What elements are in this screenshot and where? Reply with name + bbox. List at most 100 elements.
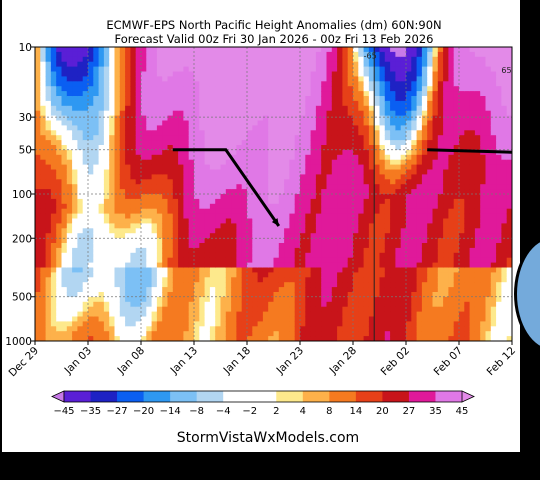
anomaly-cell (406, 213, 412, 220)
anomaly-cell (363, 120, 370, 126)
anomaly-cell (363, 267, 370, 273)
anomaly-cell (262, 316, 269, 322)
anomaly-cell (268, 149, 275, 156)
anomaly-cell (443, 51, 449, 58)
anomaly-cell (204, 81, 211, 87)
anomaly-cell (342, 247, 349, 254)
anomaly-cell (353, 292, 359, 298)
anomaly-cell (310, 331, 317, 337)
anomaly-cell (289, 164, 296, 171)
anomaly-cell (109, 110, 116, 117)
anomaly-cell (300, 194, 306, 200)
anomaly-cell (98, 321, 105, 327)
anomaly-cell (215, 311, 222, 318)
anomaly-cell (141, 257, 147, 264)
anomaly-cell (443, 96, 449, 102)
anomaly-cell (183, 56, 190, 63)
anomaly-cell (273, 61, 280, 68)
anomaly-cell (231, 140, 237, 146)
anomaly-cell (294, 267, 301, 273)
anomaly-cell (77, 223, 84, 229)
anomaly-cell (103, 213, 110, 220)
anomaly-cell (459, 213, 465, 220)
anomaly-cell (162, 326, 169, 332)
anomaly-cell (437, 321, 444, 327)
anomaly-cell (103, 267, 110, 273)
anomaly-cell (146, 213, 153, 220)
anomaly-cell (220, 243, 227, 249)
anomaly-cell (88, 194, 94, 200)
anomaly-cell (252, 159, 259, 166)
anomaly-cell (432, 105, 439, 112)
anomaly-cell (459, 140, 465, 146)
anomaly-cell (411, 203, 418, 210)
anomaly-cell (188, 272, 195, 278)
anomaly-cell (45, 213, 52, 220)
anomaly-cell (464, 277, 471, 283)
anomaly-cell (453, 287, 460, 293)
anomaly-cell (262, 331, 269, 337)
anomaly-cell (326, 145, 333, 151)
anomaly-cell (400, 105, 407, 112)
anomaly-cell (273, 145, 280, 151)
anomaly-cell (321, 145, 328, 151)
anomaly-cell (146, 203, 153, 210)
anomaly-cell (135, 145, 142, 151)
anomaly-cell (268, 262, 275, 269)
anomaly-cell (300, 336, 306, 341)
anomaly-cell (252, 145, 259, 151)
anomaly-cell (421, 247, 428, 254)
anomaly-cell (315, 174, 322, 180)
anomaly-cell (72, 76, 78, 82)
anomaly-cell (443, 125, 449, 131)
anomaly-cell (45, 272, 52, 278)
anomaly-cell (236, 292, 243, 298)
anomaly-cell (45, 159, 52, 166)
anomaly-cell (72, 267, 78, 273)
anomaly-cell (315, 71, 322, 77)
anomaly-cell (294, 174, 301, 180)
anomaly-cell (135, 301, 142, 308)
anomaly-cell (247, 296, 253, 303)
plot-area (35, 47, 512, 341)
anomaly-cell (162, 336, 169, 341)
anomaly-cell (45, 311, 52, 318)
anomaly-cell (162, 115, 169, 122)
anomaly-cell (427, 135, 434, 141)
anomaly-cell (77, 292, 84, 298)
anomaly-cell (262, 198, 269, 205)
anomaly-cell (82, 331, 89, 337)
anomaly-cell (141, 228, 147, 234)
anomaly-cell (146, 194, 153, 200)
anomaly-cell (156, 130, 163, 136)
anomaly-cell (167, 91, 174, 97)
anomaly-cell (315, 81, 322, 87)
anomaly-cell (469, 91, 476, 97)
anomaly-cell (416, 208, 423, 215)
anomaly-cell (162, 296, 169, 303)
anomaly-cell (199, 47, 206, 53)
anomaly-cell (172, 86, 179, 92)
anomaly-cell (114, 287, 121, 293)
anomaly-cell (353, 47, 359, 53)
anomaly-cell (294, 140, 301, 146)
anomaly-cell (125, 125, 131, 131)
anomaly-cell (167, 296, 174, 303)
anomaly-cell (215, 125, 222, 131)
anomaly-cell (146, 233, 153, 239)
anomaly-cell (231, 71, 237, 77)
anomaly-cell (453, 292, 460, 298)
anomaly-cell (209, 189, 216, 195)
anomaly-cell (50, 228, 57, 234)
anomaly-cell (66, 292, 73, 298)
anomaly-cell (368, 86, 375, 92)
anomaly-cell (225, 179, 232, 185)
anomaly-cell (469, 125, 476, 131)
anomaly-cell (141, 100, 147, 107)
anomaly-cell (135, 100, 142, 107)
anomaly-cell (262, 120, 269, 126)
anomaly-cell (66, 262, 73, 269)
anomaly-cell (406, 120, 412, 126)
anomaly-cell (77, 66, 84, 73)
anomaly-cell (443, 130, 449, 136)
